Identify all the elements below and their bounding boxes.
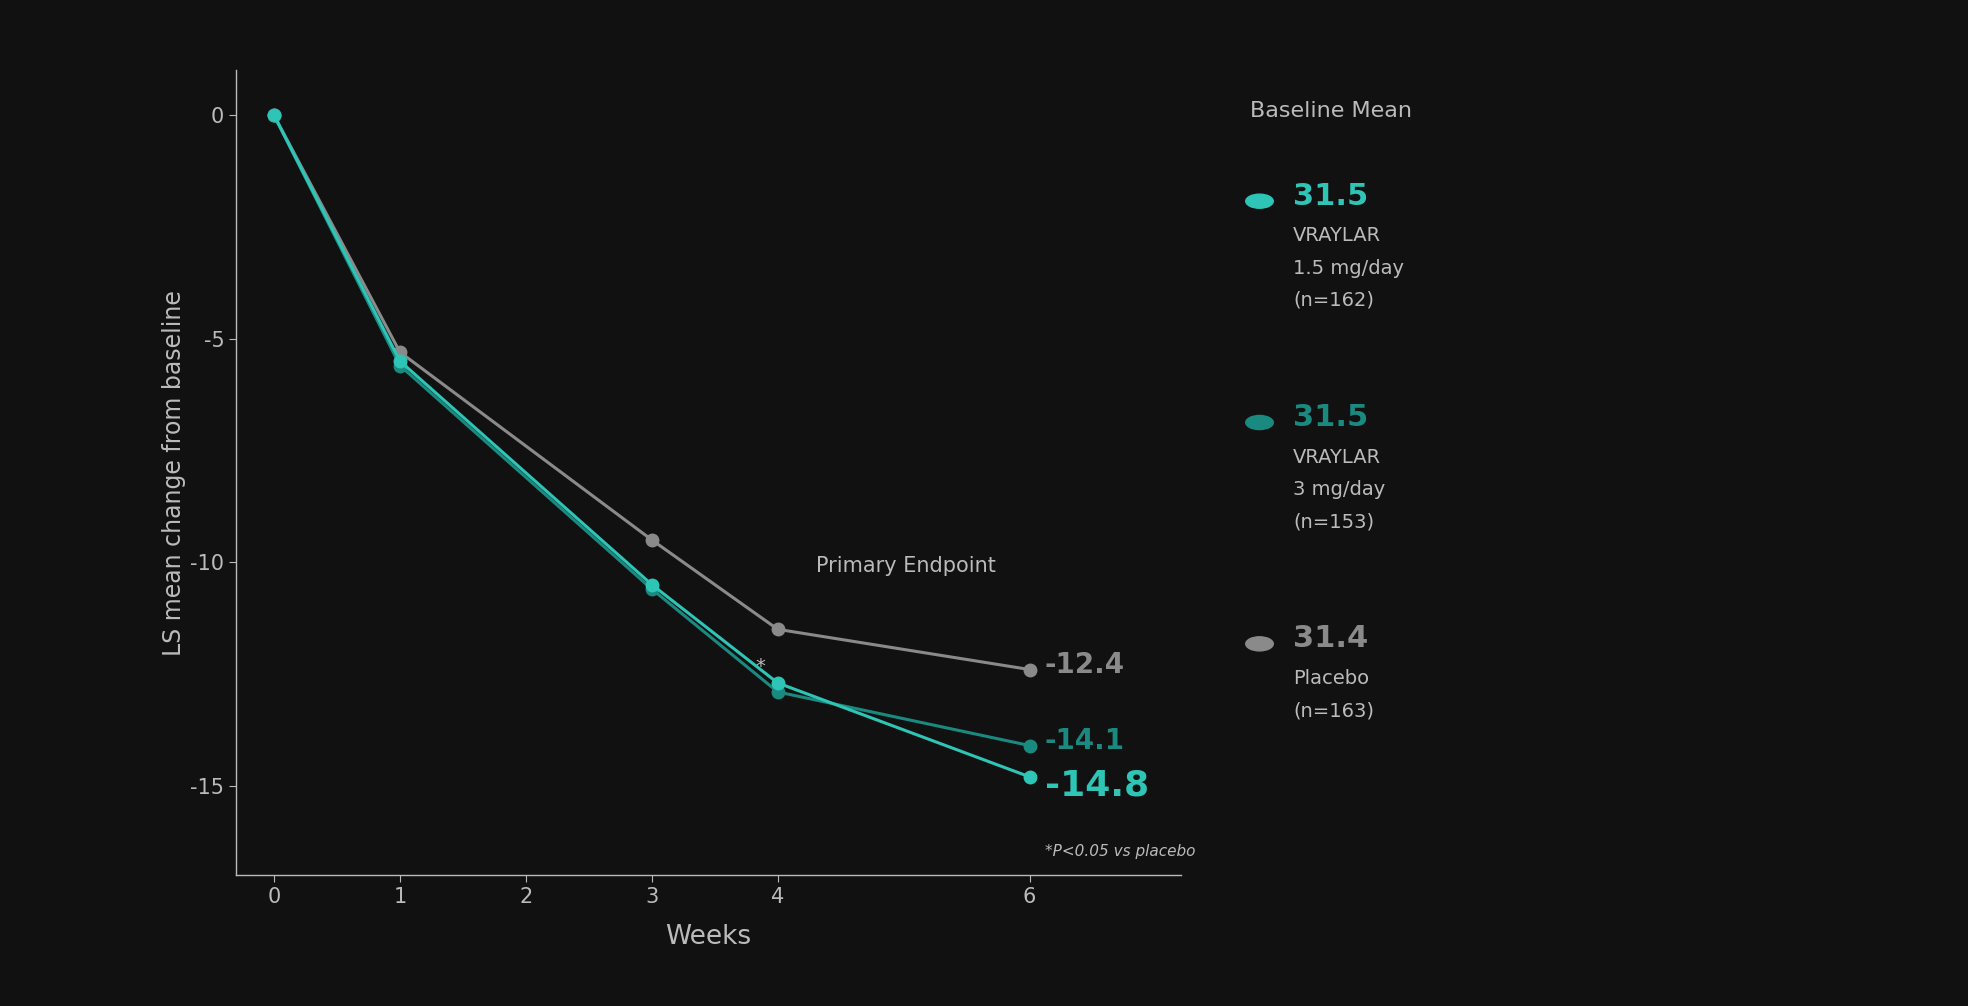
Text: *: * (756, 657, 766, 676)
Text: Baseline Mean: Baseline Mean (1250, 101, 1411, 121)
Text: (n=163): (n=163) (1293, 701, 1374, 720)
Text: (n=153): (n=153) (1293, 512, 1374, 531)
Text: 3 mg/day: 3 mg/day (1293, 480, 1385, 499)
Y-axis label: LS mean change from baseline: LS mean change from baseline (161, 290, 185, 656)
Text: *P<0.05 vs placebo: *P<0.05 vs placebo (1045, 844, 1195, 859)
Text: 31.5: 31.5 (1293, 403, 1368, 432)
X-axis label: Weeks: Weeks (665, 924, 752, 950)
Text: -14.8: -14.8 (1045, 769, 1149, 803)
Text: -14.1: -14.1 (1045, 727, 1126, 756)
Text: Placebo: Placebo (1293, 669, 1370, 688)
Text: VRAYLAR: VRAYLAR (1293, 448, 1382, 467)
Text: 1.5 mg/day: 1.5 mg/day (1293, 259, 1403, 278)
Text: 31.4: 31.4 (1293, 625, 1368, 653)
Text: (n=162): (n=162) (1293, 291, 1374, 310)
Text: VRAYLAR: VRAYLAR (1293, 226, 1382, 245)
Text: -12.4: -12.4 (1045, 651, 1126, 679)
Text: 31.5: 31.5 (1293, 182, 1368, 210)
Text: Primary Endpoint: Primary Endpoint (815, 555, 996, 575)
